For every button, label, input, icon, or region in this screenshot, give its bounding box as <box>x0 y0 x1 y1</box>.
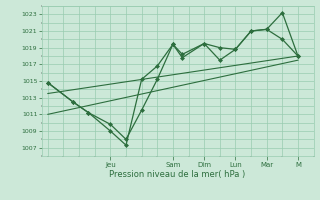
X-axis label: Pression niveau de la mer( hPa ): Pression niveau de la mer( hPa ) <box>109 170 246 179</box>
